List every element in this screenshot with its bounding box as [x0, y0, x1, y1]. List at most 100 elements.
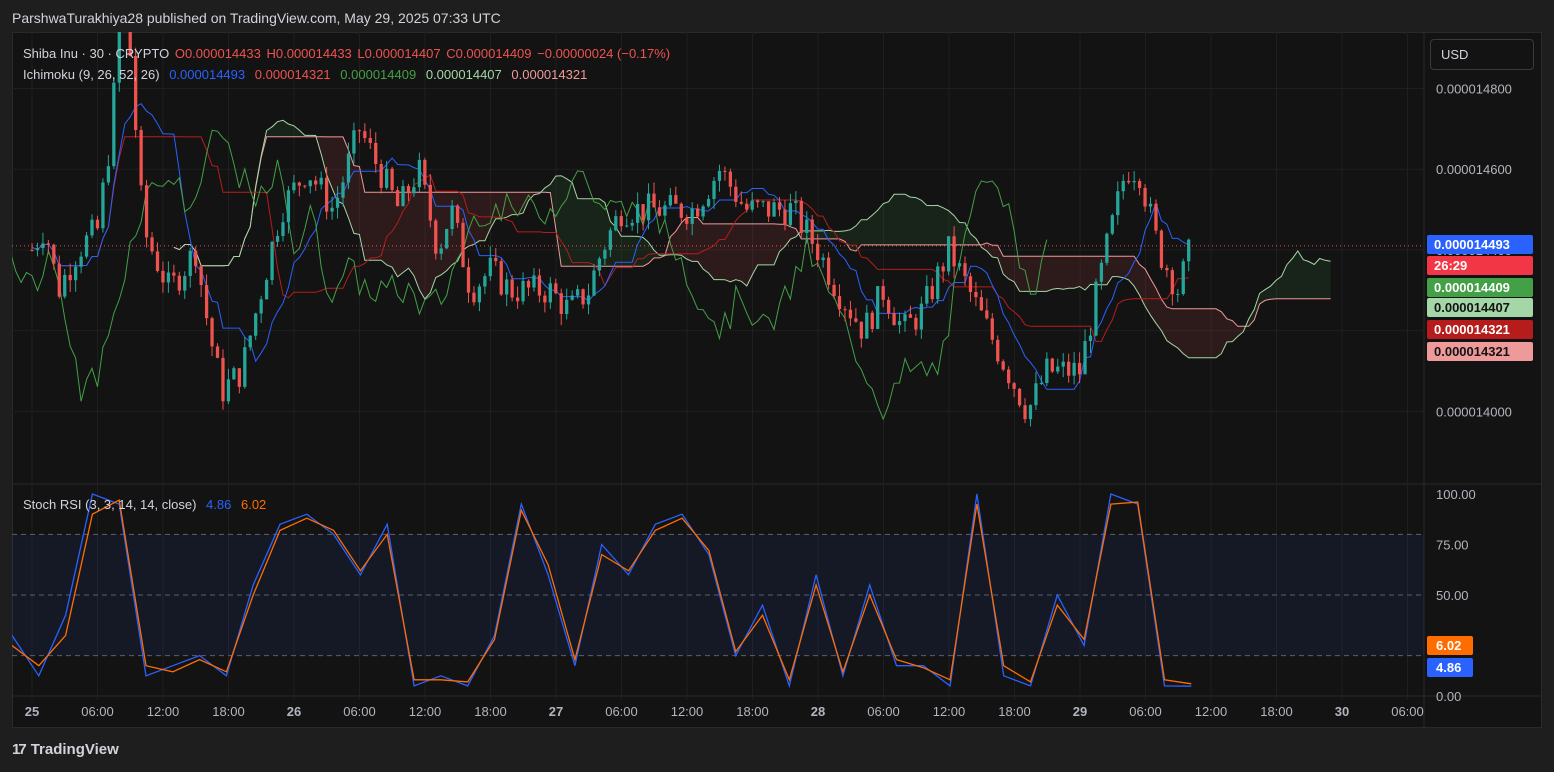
candle-body — [930, 286, 934, 300]
ichimoku-cloud-segment — [926, 205, 933, 245]
candle-body — [1045, 358, 1049, 383]
candle-body — [74, 266, 78, 281]
candle-body — [1001, 361, 1005, 370]
ichimoku-cloud-segment — [730, 223, 736, 282]
ichimoku-cloud-segment — [703, 223, 709, 274]
price-label-bg — [1427, 278, 1533, 297]
ichimoku-span-a-line — [173, 119, 1331, 359]
candle-body — [183, 276, 187, 291]
ichimoku-cloud-segment — [637, 236, 644, 267]
candle-body — [221, 357, 225, 402]
ichimoku-cloud-segment — [1117, 256, 1124, 278]
stoch-d-value: 6.02 — [240, 497, 267, 512]
ichimoku-cloud-segment — [359, 166, 365, 261]
candle-body — [799, 200, 803, 233]
candle-body — [1067, 361, 1071, 376]
ichimoku-cloud-segment — [932, 205, 938, 245]
ichimoku-cloud-segment — [1025, 256, 1031, 292]
price-label-text: 0.000014409 — [1434, 280, 1510, 295]
candle-body — [597, 258, 602, 271]
candle-body — [886, 299, 891, 314]
candle-body — [461, 222, 465, 268]
time-tick-label: 06:00 — [343, 704, 376, 719]
candle-body — [172, 272, 176, 276]
candle-body — [106, 166, 111, 183]
chart-canvas[interactable]: 0.0000140000.0000142000.0000144000.00001… — [12, 32, 1542, 728]
candle-body — [603, 249, 607, 259]
time-tick-label: 06:00 — [867, 704, 900, 719]
candle-body — [766, 201, 771, 217]
footer-brand[interactable]: 17 TradingView — [12, 741, 119, 758]
candle-body — [805, 219, 809, 233]
candle-body — [1017, 388, 1022, 406]
candle-body — [259, 299, 263, 314]
candle-body — [734, 186, 738, 202]
ichimoku-cloud-segment — [1112, 256, 1118, 277]
candle-body — [903, 314, 907, 322]
candle-body — [188, 250, 192, 277]
ichimoku-cloud-segment — [332, 136, 338, 202]
candle-body — [455, 205, 460, 223]
legend-low: L0.000014407 — [357, 46, 441, 61]
candle-body — [1187, 239, 1191, 262]
candle-body — [712, 180, 716, 199]
candle-body — [1116, 191, 1120, 216]
time-tick-label: 06:00 — [1129, 704, 1162, 719]
candle-body — [810, 219, 814, 244]
candle-body — [532, 275, 536, 288]
candle-body — [1012, 383, 1016, 389]
stoch-tick-label: 75.00 — [1436, 538, 1469, 553]
ichimoku-cloud-segment — [992, 245, 998, 258]
ichimoku-cloud-segment — [1319, 258, 1326, 299]
ichimoku-cloud-segment — [566, 178, 573, 267]
candle-body — [63, 274, 67, 297]
stoch-value-badge: 4.86 — [1427, 658, 1473, 677]
ichimoku-cloud-segment — [877, 203, 884, 245]
ichimoku-cloud-segment — [561, 175, 567, 267]
ichimoku-cloud-segment — [828, 230, 835, 239]
stoch-name: Stoch RSI (3, 3, 14, 14, close) — [23, 497, 197, 512]
candle-body — [723, 170, 727, 172]
ichimoku-cloud-segment — [364, 192, 371, 261]
candle-body — [674, 195, 678, 204]
currency-button[interactable]: USD — [1430, 39, 1534, 70]
candle-body — [957, 263, 962, 267]
candle-body — [717, 170, 722, 181]
time-tick-label: 25 — [25, 704, 39, 719]
candle-body — [892, 313, 896, 326]
ichimoku-cloud-segment — [839, 230, 845, 242]
time-tick-label: 30 — [1335, 704, 1349, 719]
ichimoku-conversion-value: 0.000014493 — [169, 67, 246, 82]
stoch-badge-bg — [1427, 636, 1473, 655]
candle-body — [854, 318, 858, 322]
ichimoku-cloud-segment — [779, 224, 785, 252]
candle-body — [84, 235, 89, 257]
candle-body — [788, 203, 793, 226]
candle-body — [559, 293, 563, 314]
price-label-badge: 26:29 — [1427, 256, 1533, 275]
candle-body — [1137, 181, 1142, 188]
ichimoku-cloud-segment — [353, 165, 360, 235]
candle-body — [608, 230, 612, 250]
ichimoku-cloud-segment — [997, 245, 1004, 275]
ichimoku-cloud-segment — [1210, 308, 1216, 358]
price-label-text: 26:29 — [1434, 258, 1467, 273]
candle-body — [865, 312, 869, 339]
candle-body — [112, 82, 116, 167]
candle-body — [428, 184, 432, 221]
ichimoku-cloud-segment — [719, 223, 725, 280]
ichimoku-cloud-segment — [293, 125, 300, 137]
footer-brand-label: TradingView — [30, 741, 119, 758]
candle-body — [1105, 233, 1109, 263]
ichimoku-cloud-segment — [1286, 258, 1293, 299]
price-tick-label: 0.000014800 — [1436, 82, 1512, 97]
candle-body — [537, 275, 542, 296]
stoch-d-line — [12, 499, 1192, 685]
ichimoku-cloud-segment — [1150, 278, 1156, 324]
candle-body — [837, 296, 842, 310]
ichimoku-cloud-segment — [1248, 309, 1255, 327]
stoch-value-badge: 6.02 — [1427, 636, 1473, 655]
ichimoku-cloud-segment — [1014, 256, 1020, 292]
ichimoku-cloud-segment — [763, 223, 769, 265]
ichimoku-cloud-segment — [643, 237, 649, 267]
